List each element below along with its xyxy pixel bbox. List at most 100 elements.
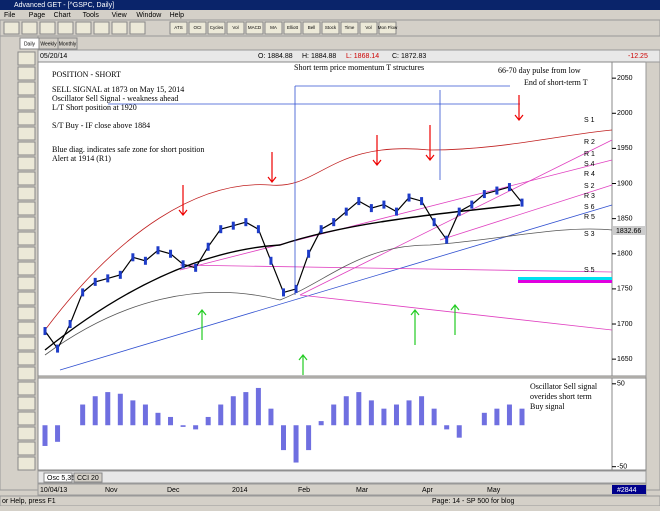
y-tick-label: 1700 (617, 321, 633, 328)
menu-item[interactable]: Chart (54, 12, 71, 19)
price-bar (93, 277, 97, 286)
osc-bar (168, 416, 174, 426)
tool-icon[interactable] (17, 306, 36, 321)
tool-icon[interactable] (17, 216, 36, 231)
tool-icon[interactable] (17, 291, 36, 306)
tool-icon[interactable] (17, 81, 36, 96)
high-label: H: 1884.88 (302, 53, 336, 60)
tool-icon[interactable] (17, 126, 36, 141)
tool-label: OCI (193, 25, 201, 30)
tool-icon[interactable] (17, 366, 36, 381)
date-label: Mar (356, 487, 369, 494)
price-bar (68, 320, 72, 329)
sell-arrow (267, 152, 277, 183)
tool-icon[interactable] (17, 321, 36, 336)
tool-button[interactable] (302, 21, 321, 35)
icon-button[interactable] (75, 21, 92, 35)
change-label: -12.25 (628, 53, 648, 60)
right-tools (645, 61, 660, 491)
tool-icon[interactable] (17, 441, 36, 456)
panel-tab[interactable] (43, 472, 73, 483)
tool-icon[interactable] (17, 411, 36, 426)
tool-icon[interactable] (17, 96, 36, 111)
menu-item[interactable]: View (112, 12, 128, 19)
tool-icon[interactable] (17, 351, 36, 366)
osc-axis (611, 377, 647, 471)
menu-item[interactable]: Page (29, 12, 45, 19)
tool-button[interactable] (283, 21, 302, 35)
icon-button[interactable] (93, 21, 110, 35)
tool-button[interactable] (359, 21, 378, 35)
tool-button[interactable] (169, 21, 188, 35)
tool-icon[interactable] (17, 141, 36, 156)
tool-icon[interactable] (17, 276, 36, 291)
tool-icon[interactable] (17, 171, 36, 186)
tool-label: MACD (248, 25, 262, 30)
pink-line (439, 184, 613, 241)
osc-bar (142, 404, 148, 426)
icon-button[interactable] (129, 21, 146, 35)
tool-icon[interactable] (17, 381, 36, 396)
tool-button[interactable] (264, 21, 283, 35)
tool-icon[interactable] (17, 261, 36, 276)
sell-arrow (514, 95, 524, 121)
tool-icon[interactable] (17, 111, 36, 126)
panel-tab-label: Osc 5,35 (47, 475, 75, 482)
osc-bar (42, 425, 48, 446)
tool-icon[interactable] (17, 156, 36, 171)
tool-button[interactable] (226, 21, 245, 35)
tool-button[interactable] (378, 21, 397, 35)
arrows (178, 95, 524, 375)
tool-button[interactable] (245, 21, 264, 35)
osc-bar (180, 425, 186, 427)
note: POSITION - SHORT (52, 70, 121, 79)
tool-icon[interactable] (17, 201, 36, 216)
level-label: S 6 (584, 204, 595, 211)
sell-arrow (425, 125, 435, 161)
tool-icon[interactable] (17, 336, 36, 351)
menu-item[interactable]: Window (136, 12, 162, 19)
osc-bar (193, 425, 199, 430)
last-price-box (613, 226, 645, 235)
tool-icon[interactable] (17, 396, 36, 411)
tool-button[interactable] (321, 21, 340, 35)
osc-bar (105, 392, 111, 426)
view-tab-label: Weekly (40, 41, 57, 47)
icon-button[interactable] (21, 21, 38, 35)
tool-button[interactable] (340, 21, 359, 35)
price-bar (231, 221, 235, 230)
icon-button[interactable] (3, 21, 20, 35)
price-bar (256, 225, 260, 234)
tool-icon[interactable] (17, 186, 36, 201)
tool-label: Vol (365, 25, 371, 30)
price-bar (181, 260, 185, 269)
level-label: S 5 (584, 267, 595, 274)
menu-item[interactable]: Help (170, 12, 185, 19)
y-tick-label: 1900 (617, 180, 633, 187)
note: Oscillator Sell Signal - weakness ahead (52, 94, 178, 103)
tool-icon[interactable] (17, 246, 36, 261)
view-tab[interactable] (57, 37, 78, 50)
tool-icon[interactable] (17, 51, 36, 66)
tool-icon[interactable] (17, 456, 36, 471)
price-bar (507, 183, 511, 192)
tool-button[interactable] (207, 21, 226, 35)
icon-button[interactable] (111, 21, 128, 35)
osc-bar (255, 387, 261, 426)
status-help: or Help, press F1 (2, 498, 56, 505)
price-bar (394, 207, 398, 216)
icon-button[interactable] (57, 21, 74, 35)
menu-item[interactable]: Tools (83, 12, 100, 19)
panel-tab-label: CCI 20 (77, 475, 99, 482)
tool-icon[interactable] (17, 66, 36, 81)
icon-button[interactable] (39, 21, 56, 35)
panel-tab[interactable] (73, 472, 103, 483)
tool-icon[interactable] (17, 231, 36, 246)
price-bar (332, 218, 336, 227)
tool-button[interactable] (188, 21, 207, 35)
price-bar (282, 288, 285, 297)
menu-item[interactable]: File (4, 12, 15, 19)
tool-icon[interactable] (17, 426, 36, 441)
price-bar (357, 197, 361, 206)
price-bar (244, 218, 248, 227)
